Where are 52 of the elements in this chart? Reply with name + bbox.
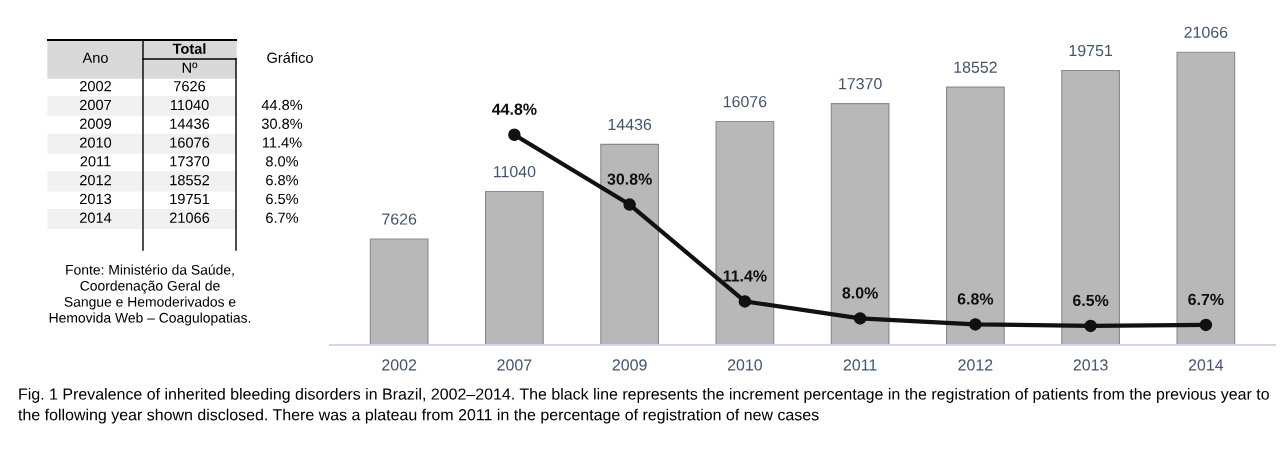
text: Gráfico bbox=[267, 52, 313, 63]
data-label: 21066 bbox=[1184, 26, 1228, 38]
text: 18552 bbox=[170, 174, 210, 186]
text: 30.8% bbox=[261, 118, 303, 129]
category-label: 2002 bbox=[80, 80, 111, 92]
category-label: 2014 bbox=[80, 212, 112, 223]
x-tick-label: 2014 bbox=[1188, 359, 1224, 371]
text: 6.8% bbox=[266, 174, 299, 186]
data-label: 14436 bbox=[608, 118, 652, 131]
category-label: 2010 bbox=[80, 137, 112, 148]
category-label: 2013 bbox=[80, 193, 112, 205]
text: 19751 bbox=[170, 193, 210, 205]
data-label: 30.8% bbox=[607, 173, 652, 185]
category-label: 2007 bbox=[80, 99, 111, 111]
data-label: 18552 bbox=[954, 61, 997, 73]
data-label: 16076 bbox=[723, 95, 767, 108]
source-note: Fonte: Ministério da Saúde, Coordenação Geral de Sangue e Hemoderivados e Hemovida Web – Coagulopatias. bbox=[49, 264, 251, 326]
x-tick-label: 2007 bbox=[497, 359, 532, 371]
data-label: 11.4% bbox=[723, 270, 767, 282]
text: 17370 bbox=[170, 156, 210, 167]
text: 8.0% bbox=[266, 156, 299, 167]
text: Total bbox=[172, 43, 206, 54]
data-label: 6.7% bbox=[1188, 293, 1224, 306]
x-tick-label: 2011 bbox=[843, 359, 877, 371]
text: Nº bbox=[182, 62, 198, 73]
caption: Fig. 1 Prevalence of inherited bleeding disorders in Brazil, 2002–2014. The black line represents the increment percentage in the registration of patients from the previous year to the following year shown disclosed. There was a plateau from 2011 in the percentage of registration of new cases bbox=[18, 388, 1269, 424]
text: 6.7% bbox=[266, 212, 299, 223]
category-label: 2011 bbox=[80, 156, 111, 167]
x-tick-label: 2002 bbox=[382, 359, 417, 371]
data-label: 19751 bbox=[1069, 44, 1113, 57]
x-tick-label: 2013 bbox=[1073, 359, 1108, 371]
data-label: 8.0% bbox=[842, 287, 878, 299]
data-label: 17370 bbox=[839, 78, 882, 90]
data-label: 11040 bbox=[493, 165, 536, 178]
x-tick-label: 2012 bbox=[958, 359, 993, 371]
text: 21066 bbox=[169, 212, 210, 223]
x-tick-label: 2010 bbox=[727, 359, 763, 371]
text: 7626 bbox=[174, 80, 206, 92]
text: 11.4% bbox=[262, 137, 302, 148]
text: 44.8% bbox=[261, 99, 303, 111]
data-label: 7626 bbox=[382, 213, 417, 225]
category-label: 2012 bbox=[80, 174, 111, 186]
text: 6.5% bbox=[266, 193, 299, 205]
text: Ano bbox=[82, 52, 108, 63]
data-label: 6.5% bbox=[1072, 294, 1109, 307]
data-label: 6.8% bbox=[957, 293, 994, 305]
text: 11040 bbox=[170, 99, 209, 111]
text: 16076 bbox=[170, 137, 210, 148]
text: 14436 bbox=[170, 118, 210, 129]
data-label: 44.8% bbox=[491, 103, 537, 115]
category-label: 2009 bbox=[80, 118, 112, 129]
x-tick-label: 2009 bbox=[612, 359, 647, 371]
